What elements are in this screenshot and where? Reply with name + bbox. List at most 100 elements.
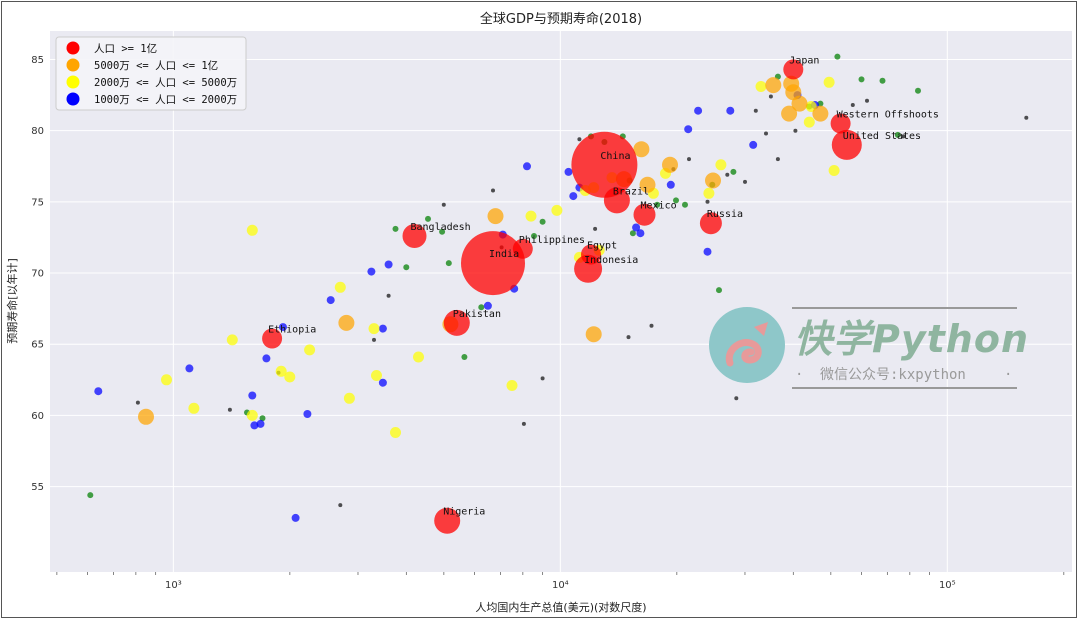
data-point bbox=[135, 400, 140, 405]
data-point bbox=[138, 408, 154, 425]
data-point bbox=[743, 179, 747, 184]
legend-label: 1000万 <= 人口 <= 2000万 bbox=[94, 94, 237, 106]
data-point bbox=[413, 351, 424, 363]
data-point bbox=[831, 129, 862, 160]
data-point bbox=[434, 507, 461, 534]
y-tick-label: 55 bbox=[31, 482, 44, 493]
data-point bbox=[521, 421, 526, 426]
data-point bbox=[539, 218, 546, 225]
data-point bbox=[256, 419, 265, 428]
data-point bbox=[699, 212, 722, 235]
country-label: Russia bbox=[707, 209, 743, 220]
data-point bbox=[666, 180, 675, 189]
data-point bbox=[571, 131, 638, 198]
data-point bbox=[793, 128, 798, 133]
data-point bbox=[629, 230, 636, 237]
data-point bbox=[603, 187, 630, 214]
watermark-sub: 微信公众号:kxpython bbox=[820, 367, 966, 383]
country-labels: Japan Western Offshoots United States China… bbox=[268, 55, 939, 517]
data-point bbox=[279, 323, 287, 332]
data-point bbox=[250, 421, 259, 430]
legend-label: 2000万 <= 人口 <= 5000万 bbox=[94, 77, 237, 89]
data-point bbox=[461, 231, 525, 296]
data-point bbox=[626, 335, 631, 340]
snake-head-icon bbox=[754, 322, 768, 336]
country-label: Ethiopia bbox=[268, 325, 316, 336]
y-tick-label: 80 bbox=[31, 126, 44, 137]
data-point bbox=[304, 344, 316, 356]
y-tick-label: 60 bbox=[31, 411, 44, 422]
country-label: Nigeria bbox=[443, 507, 485, 518]
data-point bbox=[673, 197, 679, 204]
data-point bbox=[525, 210, 537, 222]
data-point bbox=[506, 380, 518, 391]
data-point bbox=[403, 264, 410, 271]
data-point bbox=[284, 371, 296, 383]
data-point bbox=[483, 301, 492, 310]
data-point bbox=[755, 81, 767, 92]
data-point bbox=[654, 201, 661, 208]
data-points bbox=[87, 53, 1029, 534]
data-point bbox=[569, 192, 578, 201]
data-point bbox=[703, 247, 712, 256]
legend-box bbox=[55, 36, 247, 111]
data-point bbox=[372, 337, 376, 342]
data-point bbox=[715, 159, 727, 171]
data-point bbox=[791, 95, 808, 112]
data-point bbox=[226, 334, 238, 346]
data-point bbox=[577, 137, 582, 142]
grid bbox=[50, 31, 1072, 572]
data-point bbox=[734, 396, 739, 401]
data-point bbox=[334, 281, 346, 293]
data-point bbox=[551, 204, 563, 216]
data-point bbox=[425, 215, 431, 222]
country-label: Egypt bbox=[587, 241, 617, 252]
y-tick-label: 65 bbox=[31, 340, 44, 351]
country-label: Japan bbox=[789, 55, 819, 66]
legend-marker bbox=[66, 92, 80, 106]
y-axis-label: 预期寿命[以年计] bbox=[5, 258, 19, 344]
country-label: Pakistan bbox=[453, 309, 501, 320]
data-point bbox=[523, 162, 531, 171]
data-point bbox=[94, 387, 103, 396]
data-point bbox=[491, 188, 495, 193]
data-point bbox=[478, 304, 485, 311]
data-point bbox=[783, 75, 800, 92]
data-point bbox=[291, 513, 300, 522]
data-point bbox=[402, 224, 427, 248]
country-label: Brazil bbox=[613, 186, 649, 197]
data-point bbox=[705, 172, 721, 189]
legend-label: 5000万 <= 人口 <= 1亿 bbox=[94, 59, 218, 72]
data-point bbox=[392, 225, 399, 232]
data-point bbox=[441, 202, 446, 207]
data-point bbox=[259, 415, 266, 422]
data-point bbox=[834, 53, 841, 60]
legend-marker bbox=[66, 41, 80, 55]
watermark-brand: 快学Python bbox=[794, 317, 1029, 361]
data-point bbox=[443, 309, 470, 336]
y-tick-label: 85 bbox=[31, 55, 44, 66]
data-point bbox=[775, 157, 780, 162]
data-point bbox=[378, 324, 387, 333]
data-point bbox=[445, 260, 452, 267]
country-label: United States bbox=[843, 131, 921, 142]
data-point bbox=[749, 140, 758, 149]
watermark: 快学Python · 微信公众号:kxpython · bbox=[709, 307, 1029, 389]
data-point bbox=[248, 391, 257, 400]
data-point bbox=[632, 223, 641, 232]
snake-icon bbox=[725, 339, 762, 367]
data-point bbox=[540, 376, 545, 381]
data-point bbox=[682, 201, 688, 208]
data-point bbox=[901, 134, 906, 139]
data-point bbox=[185, 364, 194, 373]
data-point bbox=[828, 165, 840, 176]
data-point bbox=[390, 427, 401, 438]
legend-marker bbox=[66, 58, 80, 72]
data-point bbox=[764, 131, 768, 136]
data-point bbox=[386, 293, 391, 298]
ticks: 55 60 65 70 75 80 85 10³ 10⁴ 10⁵ bbox=[31, 55, 1065, 591]
data-point bbox=[703, 187, 715, 199]
data-point bbox=[326, 296, 335, 305]
data-point bbox=[894, 131, 901, 138]
data-point bbox=[368, 323, 380, 335]
